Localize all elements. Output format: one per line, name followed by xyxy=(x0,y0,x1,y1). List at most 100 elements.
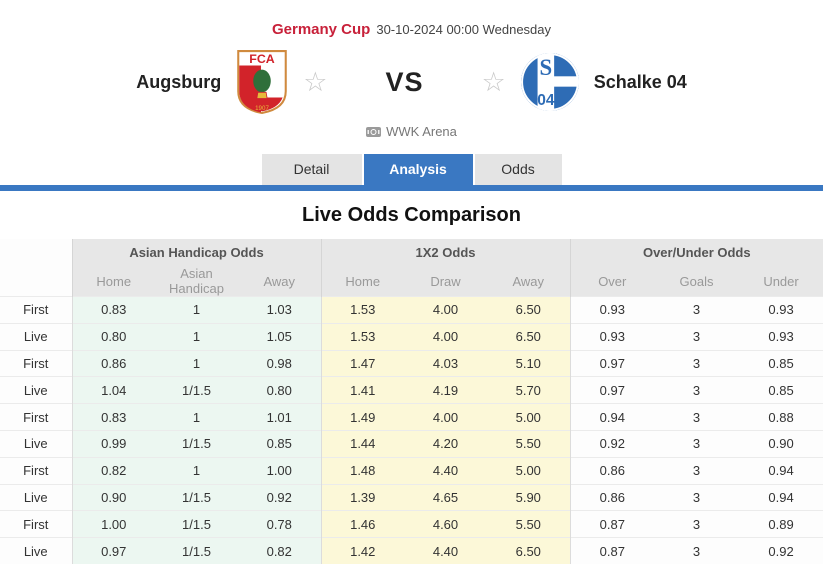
svg-text:S: S xyxy=(539,55,552,80)
stadium-icon xyxy=(366,126,382,137)
ah-odds-cell: 1.03 xyxy=(238,296,321,324)
svg-text:04: 04 xyxy=(537,92,555,109)
1x2-odds-cell: 1.53 xyxy=(320,322,404,351)
ou-over-header: Over xyxy=(569,266,655,297)
1x2-odds-cell: 4.40 xyxy=(404,537,487,565)
1x2-odds-cell: 1.42 xyxy=(320,537,404,565)
ou-odds-cell: 3 xyxy=(654,483,740,511)
venue-row: WWK Arena xyxy=(0,124,823,139)
tab-underline-bar xyxy=(0,185,823,191)
match-datetime: 30-10-2024 00:00 Wednesday xyxy=(376,22,552,37)
match-meta: Germany Cup 30-10-2024 00:00 Wednesday xyxy=(0,0,823,38)
away-team-logo-icon[interactable]: S 04 xyxy=(520,53,579,111)
ou-odds-cell: 0.97 xyxy=(569,376,655,404)
home-favorite-star-icon[interactable]: ☆ xyxy=(303,66,328,97)
tab-detail[interactable]: Detail xyxy=(261,154,362,185)
row-type-label: Live xyxy=(0,537,72,565)
ah-odds-cell: 1.00 xyxy=(71,510,155,538)
1x2-odds-cell: 4.20 xyxy=(404,429,487,458)
ou-odds-cell: 0.97 xyxy=(569,349,655,377)
tab-odds[interactable]: Odds xyxy=(474,154,562,185)
ah-odds-cell: 1 xyxy=(155,403,238,431)
ah-odds-cell: 1/1.5 xyxy=(155,510,238,538)
1x2-odds-cell: 1.47 xyxy=(320,349,404,377)
ou-odds-cell: 0.93 xyxy=(569,296,655,324)
ah-odds-cell: 0.82 xyxy=(238,537,321,565)
ou-odds-cell: 0.88 xyxy=(739,403,823,431)
1x2-odds-cell: 1.39 xyxy=(320,483,404,511)
away-team: ☆ S 04 Schalke 04 xyxy=(481,53,687,111)
teams-row: Augsburg FCA 1907 ☆ VS ☆ S 04 Schalke 04 xyxy=(0,49,823,115)
row-type-label: Live xyxy=(0,429,72,458)
1x2-odds-cell: 5.70 xyxy=(487,376,571,404)
row-type-label: First xyxy=(0,349,72,377)
x2-home-header: Home xyxy=(320,266,404,297)
ou-odds-cell: 0.87 xyxy=(569,537,655,565)
league-name: Germany Cup xyxy=(271,21,371,38)
ou-odds-cell: 3 xyxy=(654,296,740,324)
1x2-odds-cell: 1.49 xyxy=(320,403,404,431)
away-team-name[interactable]: Schalke 04 xyxy=(593,71,687,92)
ah-odds-cell: 0.80 xyxy=(71,322,155,351)
ah-odds-cell: 1/1.5 xyxy=(155,429,238,458)
1x2-odds-cell: 1.44 xyxy=(320,429,404,458)
ah-odds-cell: 1.00 xyxy=(238,456,321,485)
ou-odds-cell: 3 xyxy=(654,429,740,458)
1x2-odds-cell: 5.00 xyxy=(487,456,571,485)
tab-bar: Detail Analysis Odds xyxy=(0,154,823,185)
away-favorite-star-icon[interactable]: ☆ xyxy=(481,66,506,97)
table-row: First 1.00 1/1.5 0.78 1.46 4.60 5.50 0.87 3 0.89 xyxy=(0,510,823,538)
table-row: First 0.86 1 0.98 1.47 4.03 5.10 0.97 3 0.85 xyxy=(0,349,823,377)
ou-odds-cell: 0.87 xyxy=(569,510,655,538)
home-team-name[interactable]: Augsburg xyxy=(136,71,222,92)
1x2-group-header: 1X2 Odds xyxy=(320,239,571,266)
ah-odds-cell: 0.98 xyxy=(238,349,321,377)
ou-goals-header: Goals xyxy=(654,266,740,297)
ah-odds-cell: 1/1.5 xyxy=(155,483,238,511)
ou-odds-cell: 0.86 xyxy=(569,483,655,511)
row-type-label: First xyxy=(0,510,72,538)
ah-odds-cell: 0.90 xyxy=(71,483,155,511)
ou-odds-cell: 3 xyxy=(654,349,740,377)
1x2-odds-cell: 6.50 xyxy=(487,322,571,351)
corner-subheader-cell xyxy=(0,266,72,297)
row-type-label: First xyxy=(0,403,72,431)
row-type-label: Live xyxy=(0,322,72,351)
ah-odds-cell: 0.99 xyxy=(71,429,155,458)
corner-header-cell xyxy=(0,239,72,266)
ou-odds-cell: 0.92 xyxy=(569,429,655,458)
ah-odds-cell: 0.92 xyxy=(238,483,321,511)
ou-odds-cell: 0.94 xyxy=(739,483,823,511)
ou-odds-cell: 3 xyxy=(654,510,740,538)
x2-draw-header: Draw xyxy=(404,266,487,297)
table-row: First 0.83 1 1.03 1.53 4.00 6.50 0.93 3 0.93 xyxy=(0,296,823,324)
ah-odds-cell: 0.97 xyxy=(71,537,155,565)
row-type-label: Live xyxy=(0,376,72,404)
table-row: First 0.83 1 1.01 1.49 4.00 5.00 0.94 3 0.88 xyxy=(0,403,823,431)
1x2-odds-cell: 4.65 xyxy=(404,483,487,511)
1x2-odds-cell: 5.10 xyxy=(487,349,571,377)
ou-odds-cell: 3 xyxy=(654,376,740,404)
ah-odds-cell: 1 xyxy=(155,349,238,377)
ou-odds-cell: 0.93 xyxy=(739,322,823,351)
asian-handicap-group-header: Asian Handicap Odds xyxy=(71,239,321,266)
tab-analysis[interactable]: Analysis xyxy=(363,154,473,185)
ah-odds-cell: 0.83 xyxy=(71,296,155,324)
1x2-odds-cell: 4.40 xyxy=(404,456,487,485)
ou-odds-cell: 0.93 xyxy=(569,322,655,351)
ou-odds-cell: 0.93 xyxy=(739,296,823,324)
live-odds-table: Asian Handicap Odds 1X2 Odds Over/Under … xyxy=(0,239,823,565)
table-row: First 0.82 1 1.00 1.48 4.40 5.00 0.86 3 0.94 xyxy=(0,456,823,485)
ah-odds-cell: 1.05 xyxy=(238,322,321,351)
ou-odds-cell: 0.85 xyxy=(739,349,823,377)
1x2-odds-cell: 6.50 xyxy=(487,537,571,565)
ah-home-header: Home xyxy=(71,266,155,297)
ah-odds-cell: 0.85 xyxy=(238,429,321,458)
table-row: Live 0.80 1 1.05 1.53 4.00 6.50 0.93 3 0.93 xyxy=(0,322,823,351)
group-header-row: Asian Handicap Odds 1X2 Odds Over/Under … xyxy=(0,239,823,266)
row-type-label: First xyxy=(0,296,72,324)
svg-text:FCA: FCA xyxy=(250,52,275,66)
1x2-odds-cell: 5.50 xyxy=(487,510,571,538)
ou-odds-cell: 0.89 xyxy=(739,510,823,538)
home-team-logo-icon[interactable]: FCA 1907 xyxy=(236,50,288,114)
